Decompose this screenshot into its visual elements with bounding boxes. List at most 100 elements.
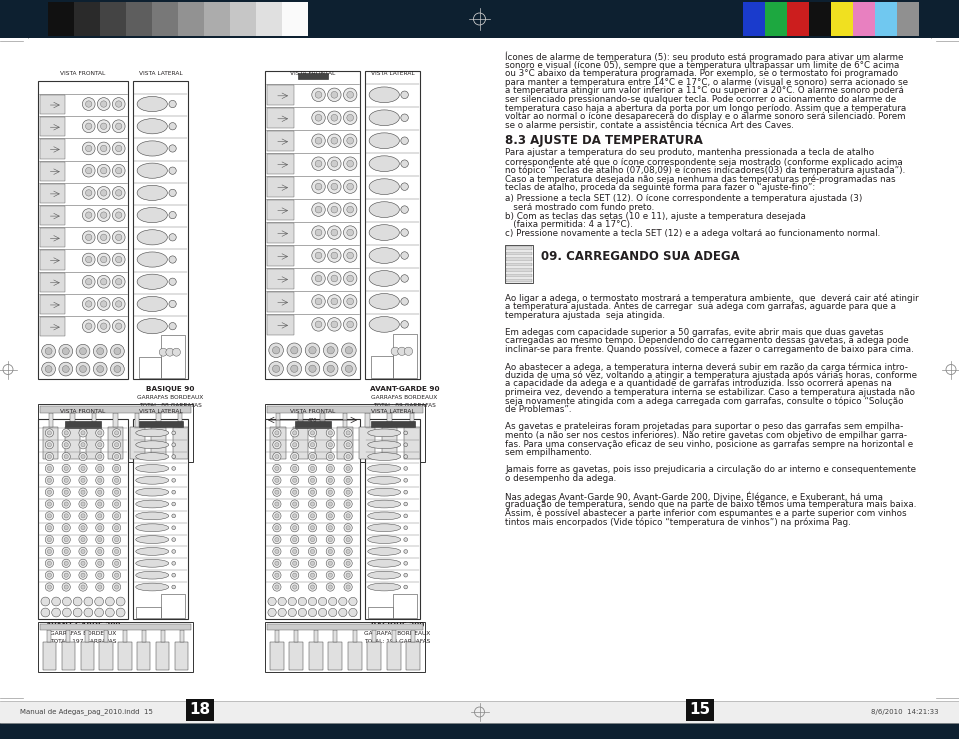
Circle shape	[328, 537, 333, 542]
Circle shape	[114, 514, 119, 518]
Bar	[43, 427, 58, 459]
Bar	[40, 273, 65, 292]
Circle shape	[298, 608, 307, 616]
Circle shape	[98, 502, 102, 506]
Bar	[152, 2, 178, 36]
Circle shape	[292, 561, 296, 565]
Bar	[506, 257, 532, 261]
Circle shape	[97, 276, 110, 288]
Circle shape	[172, 466, 175, 470]
Text: ser silenciado pressionando-se qualquer tecla. Pode ocorrer o acionamento do ala: ser silenciado pressionando-se qualquer …	[505, 95, 896, 104]
Circle shape	[64, 561, 68, 565]
Circle shape	[272, 583, 281, 591]
Circle shape	[311, 454, 315, 459]
Bar	[38, 419, 128, 619]
Ellipse shape	[137, 97, 168, 112]
Circle shape	[173, 348, 180, 356]
Circle shape	[275, 561, 279, 565]
Circle shape	[404, 573, 408, 577]
Circle shape	[312, 203, 325, 217]
Circle shape	[318, 597, 327, 606]
Bar	[85, 630, 89, 642]
Circle shape	[312, 157, 325, 171]
Circle shape	[287, 343, 301, 358]
Bar	[267, 223, 293, 243]
Circle shape	[291, 440, 299, 449]
Circle shape	[312, 180, 325, 194]
Text: a temperatura atingir um valor inferior a 11°C ou superior a 20°C. O alarme sono: a temperatura atingir um valor inferior …	[505, 86, 904, 95]
Circle shape	[101, 279, 106, 285]
Circle shape	[62, 429, 70, 437]
Bar	[152, 427, 166, 459]
Ellipse shape	[136, 488, 169, 496]
Text: duzida de uma só vez, voltando a atingir a temperatura ajustada após várias hora: duzida de uma só vez, voltando a atingir…	[505, 371, 917, 381]
Circle shape	[112, 500, 121, 508]
Circle shape	[82, 186, 95, 200]
Circle shape	[112, 571, 121, 579]
Circle shape	[96, 571, 104, 579]
Circle shape	[288, 608, 296, 616]
Ellipse shape	[136, 465, 169, 472]
Bar	[292, 427, 308, 459]
Circle shape	[64, 537, 68, 542]
Ellipse shape	[367, 429, 401, 437]
Circle shape	[328, 561, 333, 565]
Circle shape	[96, 524, 104, 532]
Circle shape	[45, 452, 54, 460]
Circle shape	[404, 562, 408, 565]
Circle shape	[309, 476, 316, 485]
Ellipse shape	[369, 87, 399, 103]
Circle shape	[346, 525, 350, 530]
Circle shape	[96, 440, 104, 449]
Circle shape	[95, 597, 104, 606]
Circle shape	[344, 429, 352, 437]
Circle shape	[101, 190, 106, 196]
Ellipse shape	[136, 571, 169, 579]
Circle shape	[47, 454, 52, 459]
Circle shape	[114, 366, 121, 372]
Bar	[297, 73, 328, 79]
Circle shape	[344, 500, 352, 508]
Circle shape	[64, 549, 68, 554]
Circle shape	[328, 525, 333, 530]
Bar	[294, 421, 331, 428]
Text: a temperatura ajustada. Antes de carregar  sua adega com garrafas, aguarde para : a temperatura ajustada. Antes de carrega…	[505, 302, 896, 311]
Bar	[49, 412, 53, 427]
Circle shape	[45, 536, 54, 544]
Bar	[81, 642, 94, 670]
Circle shape	[62, 464, 70, 473]
Circle shape	[98, 561, 102, 565]
Circle shape	[291, 429, 299, 437]
Circle shape	[85, 234, 92, 240]
Bar	[40, 228, 65, 248]
Circle shape	[115, 256, 122, 263]
Circle shape	[172, 573, 175, 577]
Circle shape	[79, 476, 87, 485]
Circle shape	[169, 300, 176, 307]
Circle shape	[347, 206, 354, 213]
Text: graduação de temperatura, sendo que na parte de baixo temos uma temperatura mais: graduação de temperatura, sendo que na p…	[505, 500, 917, 508]
Circle shape	[318, 608, 327, 616]
Circle shape	[272, 488, 281, 497]
Circle shape	[114, 431, 119, 435]
Circle shape	[326, 559, 335, 568]
Text: a) Pressione a tecla SET (12). O ícone correspondente a temperatura ajustada (3): a) Pressione a tecla SET (12). O ícone c…	[505, 194, 862, 203]
Circle shape	[331, 92, 338, 98]
Bar	[108, 427, 123, 459]
Circle shape	[81, 454, 85, 459]
Circle shape	[292, 466, 296, 471]
Circle shape	[344, 559, 352, 568]
Circle shape	[97, 186, 110, 200]
Ellipse shape	[367, 583, 401, 591]
Circle shape	[292, 431, 296, 435]
Circle shape	[311, 525, 315, 530]
Circle shape	[345, 365, 353, 372]
Text: 15: 15	[690, 703, 711, 718]
Circle shape	[169, 256, 176, 263]
Circle shape	[346, 431, 350, 435]
Circle shape	[316, 115, 322, 121]
Circle shape	[309, 464, 316, 473]
Circle shape	[97, 98, 110, 110]
Circle shape	[97, 298, 110, 310]
Circle shape	[328, 318, 341, 331]
